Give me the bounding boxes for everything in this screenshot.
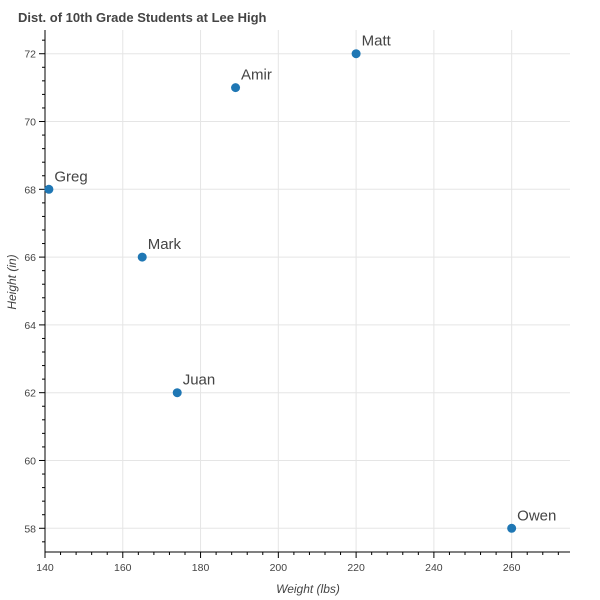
point-labels: Greg Mark Juan Amir Matt Owen <box>54 33 556 525</box>
x-tick-label: 200 <box>270 562 288 574</box>
x-tick-label: 260 <box>503 562 521 574</box>
x-tick-label: 240 <box>425 562 443 574</box>
point-label: Mark <box>148 236 182 253</box>
point-label: Matt <box>362 33 392 50</box>
y-tick-label: 64 <box>24 320 36 332</box>
point-label: Owen <box>517 507 556 524</box>
data-point <box>137 252 147 262</box>
data-points <box>44 49 517 533</box>
y-tick-label: 62 <box>24 388 36 400</box>
x-tick-label: 140 <box>36 562 54 574</box>
ticks: 140 160 180 200 220 240 260 58 60 62 64 66 68 70 72 <box>24 39 559 574</box>
y-tick-label: 72 <box>24 49 36 61</box>
y-tick-label: 60 <box>24 455 36 467</box>
data-point <box>507 523 517 533</box>
x-tick-label: 160 <box>114 562 132 574</box>
x-tick-label: 180 <box>192 562 210 574</box>
x-axis-title: Weight (lbs) <box>276 582 340 596</box>
chart-title: Dist. of 10th Grade Students at Lee High <box>18 10 267 25</box>
axes <box>44 30 570 553</box>
y-axis-title: Height (in) <box>5 254 19 309</box>
data-point <box>351 49 361 59</box>
point-label: Greg <box>54 168 87 185</box>
data-point <box>231 83 241 93</box>
y-tick-label: 66 <box>24 252 36 264</box>
data-point <box>172 388 182 398</box>
data-point <box>44 184 54 194</box>
y-tick-label: 70 <box>24 117 36 129</box>
y-tick-label: 58 <box>24 523 36 535</box>
x-tick-label: 220 <box>347 562 365 574</box>
y-tick-label: 68 <box>24 184 36 196</box>
point-label: Juan <box>183 372 216 389</box>
point-label: Amir <box>241 67 272 84</box>
grid <box>44 30 570 552</box>
